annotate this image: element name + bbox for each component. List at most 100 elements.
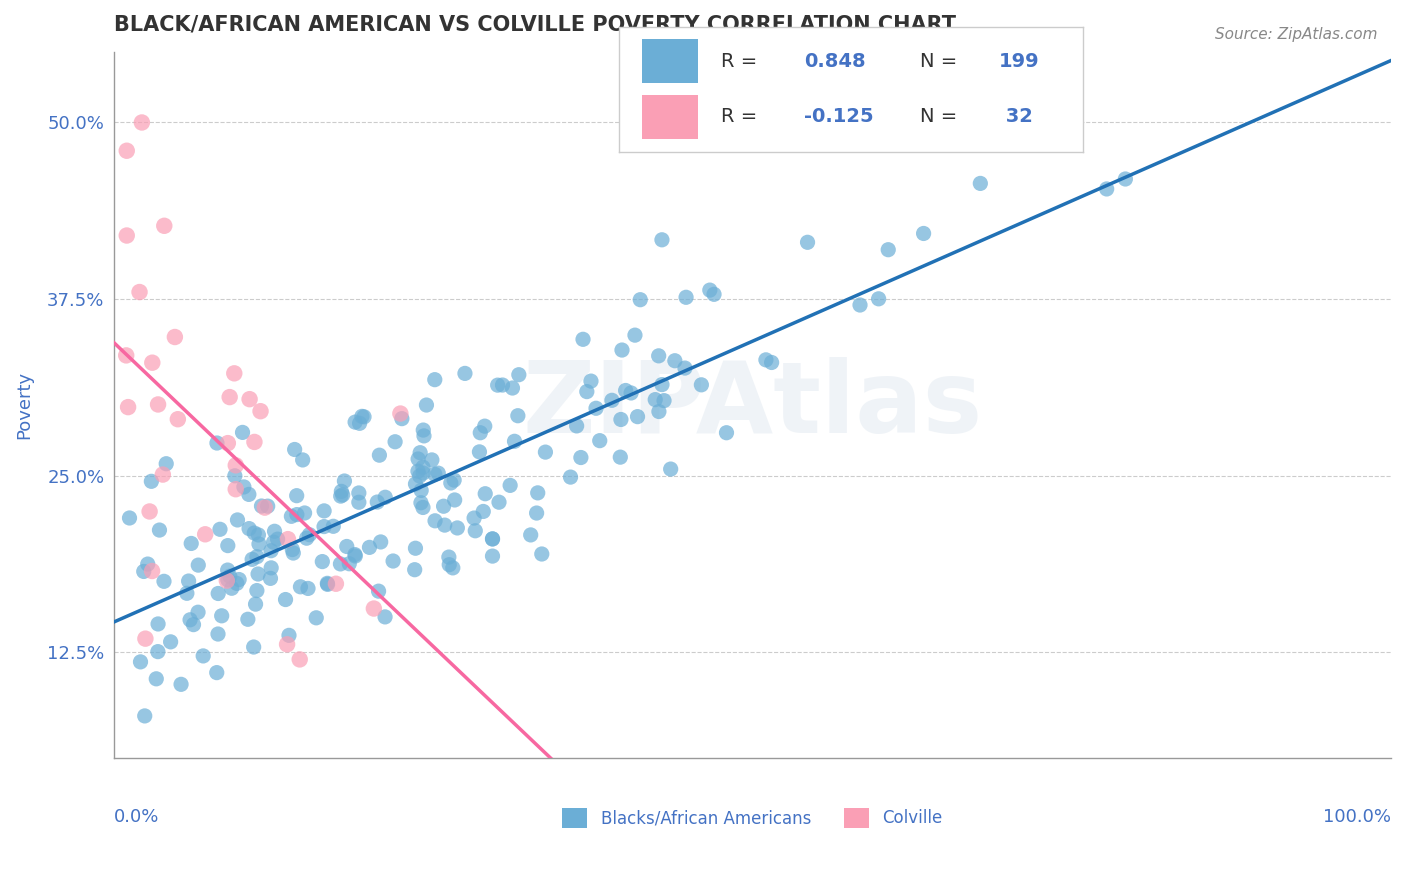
Point — [281, 542, 304, 557]
Point — [329, 489, 352, 503]
Point — [363, 601, 385, 615]
Point — [673, 361, 696, 376]
Point — [569, 450, 592, 465]
Text: 0.0%: 0.0% — [114, 808, 159, 826]
Text: BLACK/AFRICAN AMERICAN VS COLVILLE POVERTY CORRELATION CHART: BLACK/AFRICAN AMERICAN VS COLVILLE POVER… — [114, 15, 956, 35]
Point — [628, 293, 651, 307]
Point — [503, 434, 526, 449]
Point — [247, 537, 270, 551]
Point — [406, 464, 429, 478]
Point — [412, 466, 434, 480]
Point — [404, 563, 426, 577]
Point — [432, 500, 454, 514]
Point — [703, 287, 725, 301]
Point — [343, 548, 366, 562]
Point — [344, 415, 367, 429]
Point — [180, 536, 202, 550]
Text: R =: R = — [721, 53, 763, 71]
Point — [440, 475, 463, 490]
Point — [491, 378, 513, 392]
Point — [585, 401, 607, 416]
Point — [330, 484, 353, 499]
Point — [218, 569, 240, 583]
Point — [443, 492, 465, 507]
Point — [141, 475, 163, 489]
Point — [208, 522, 231, 536]
Point — [218, 390, 240, 404]
Point — [648, 404, 671, 418]
Point — [163, 330, 186, 344]
Point — [1095, 182, 1118, 196]
Point — [411, 483, 433, 498]
Point — [470, 425, 492, 440]
Point — [284, 442, 307, 457]
FancyBboxPatch shape — [641, 39, 697, 83]
Point — [138, 504, 160, 518]
Point — [877, 243, 900, 257]
Point — [259, 571, 281, 585]
Point — [246, 549, 269, 564]
Point — [205, 665, 228, 680]
Point — [912, 227, 935, 241]
Point — [224, 367, 246, 381]
Point — [194, 527, 217, 541]
Point — [572, 332, 595, 346]
Point — [166, 412, 188, 426]
Point — [406, 452, 429, 467]
Point — [370, 535, 392, 549]
Point — [253, 500, 276, 515]
Point — [239, 392, 262, 406]
Point — [215, 574, 238, 588]
Point — [464, 524, 486, 538]
Point — [207, 586, 229, 600]
Point — [620, 386, 643, 401]
Point — [245, 597, 267, 611]
Point — [389, 407, 412, 421]
Point — [427, 466, 450, 480]
Point — [675, 290, 697, 304]
Point — [115, 228, 138, 243]
Text: R =: R = — [721, 107, 763, 126]
Point — [350, 409, 373, 424]
Point — [207, 627, 229, 641]
Point — [610, 343, 633, 357]
Point — [664, 353, 686, 368]
Point — [225, 482, 247, 496]
Point — [969, 177, 991, 191]
Point — [243, 526, 266, 541]
Text: N =: N = — [921, 107, 963, 126]
Point — [153, 219, 176, 233]
Point — [187, 605, 209, 619]
Point — [499, 478, 522, 492]
Point — [439, 558, 461, 572]
Point — [136, 557, 159, 571]
Legend: Blacks/African Americans, Colville: Blacks/African Americans, Colville — [555, 801, 949, 835]
Point — [647, 349, 669, 363]
Point — [146, 617, 169, 632]
Point — [322, 519, 344, 533]
Point — [176, 586, 198, 600]
Point — [690, 377, 713, 392]
Point — [446, 521, 468, 535]
Point — [415, 398, 437, 412]
FancyBboxPatch shape — [641, 95, 697, 139]
Point — [526, 486, 548, 500]
Point — [211, 608, 233, 623]
Point — [146, 645, 169, 659]
Point — [575, 384, 598, 399]
Point — [367, 584, 389, 599]
Point — [249, 404, 271, 418]
Point — [624, 328, 647, 343]
Point — [236, 612, 259, 626]
Point — [441, 561, 464, 575]
Point — [659, 462, 682, 476]
Point — [246, 583, 269, 598]
Point — [463, 511, 485, 525]
Point — [314, 504, 336, 518]
Point — [336, 540, 359, 554]
Point — [481, 532, 503, 546]
Text: 32: 32 — [1000, 107, 1033, 126]
Point — [501, 381, 523, 395]
Point — [368, 448, 391, 462]
Point — [530, 547, 553, 561]
